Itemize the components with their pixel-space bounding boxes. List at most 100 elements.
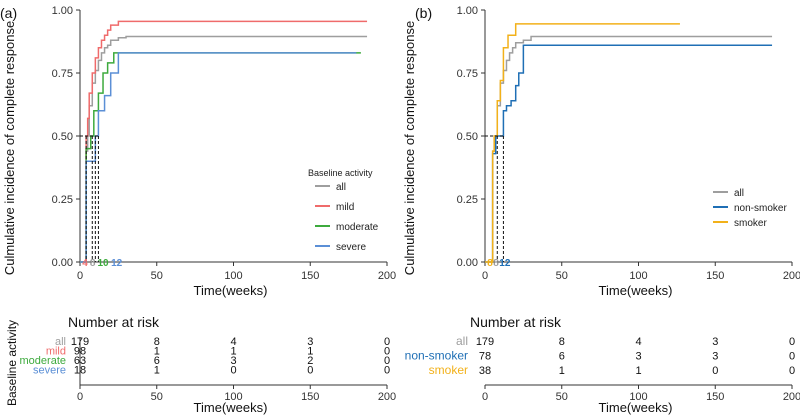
risk-count: 0 — [384, 365, 390, 377]
risk-count: 3 — [712, 336, 718, 348]
risk-count: 0 — [307, 365, 313, 377]
risk-count: 1 — [230, 346, 236, 358]
legend-label-severe: severe — [336, 242, 366, 253]
risk-count: 8 — [154, 336, 160, 348]
risk-x-tick-label: 50 — [151, 391, 163, 403]
risk-side-label: Baseline activity — [5, 320, 19, 406]
x-tick-label: 100 — [224, 270, 242, 282]
x-tick-label: 0 — [77, 270, 83, 282]
risk-x-tick-label: 200 — [783, 391, 800, 403]
y-tick-label: 0.00 — [457, 257, 478, 269]
y-tick-label: 0.50 — [52, 131, 73, 143]
risk-count: 3 — [307, 336, 313, 348]
median-label: 8 — [90, 258, 96, 269]
risk-row-label-all: all — [55, 336, 66, 348]
legend-title: Baseline activity — [308, 168, 373, 178]
risk-row-label-non-smoker: non-smoker — [405, 349, 468, 363]
risk-count: 4 — [635, 336, 641, 348]
legend-label-all: all — [336, 182, 346, 193]
risk-count: 1 — [559, 365, 565, 377]
risk-count: 0 — [384, 336, 390, 348]
risk-x-axis-title: Time(weeks) — [599, 400, 673, 415]
risk-count: 3 — [712, 351, 718, 363]
median-label: 4 — [82, 258, 88, 269]
risk-row-label-all: all — [456, 334, 468, 348]
risk-count: 0 — [712, 365, 718, 377]
risk-count: 0 — [789, 365, 795, 377]
risk-row-label-moderate: moderate — [20, 355, 66, 367]
y-tick-label: 1.00 — [52, 5, 73, 17]
risk-count: 0 — [384, 355, 390, 367]
risk-count: 179 — [476, 336, 494, 348]
legend-label-non-smoker: non-smoker — [734, 203, 787, 214]
risk-count: 38 — [479, 365, 491, 377]
series-line-non-smoker — [485, 44, 773, 263]
risk-x-tick-label: 50 — [556, 391, 568, 403]
risk-x-tick-label: 100 — [629, 391, 647, 403]
risk-count: 1 — [154, 346, 160, 358]
panel-label: (b) — [415, 5, 432, 21]
risk-count: 6 — [559, 351, 565, 363]
series-line-severe — [80, 52, 357, 263]
risk-x-tick-label: 150 — [706, 391, 724, 403]
risk-x-tick-label: 0 — [77, 391, 83, 403]
median-label: 12 — [499, 258, 511, 269]
risk-count: 8 — [559, 336, 565, 348]
panel-b: (b)0.000.250.500.751.000 50 100 150 200Time(… — [402, 5, 800, 415]
risk-count: 6 — [154, 355, 160, 367]
y-axis-title: Culmulative incidence of complete respon… — [402, 21, 417, 275]
series-line-smoker — [485, 23, 680, 263]
risk-table-title: Number at risk — [68, 314, 160, 330]
panel-label: (a) — [0, 5, 17, 21]
y-tick-label: 0.25 — [52, 194, 73, 206]
x-tick-label: 100 — [629, 270, 647, 282]
legend-label-smoker: smoker — [734, 218, 767, 229]
x-tick-label: 50 — [556, 270, 568, 282]
y-tick-label: 0.00 — [52, 257, 73, 269]
risk-x-tick-label: 150 — [301, 391, 319, 403]
y-tick-label: 1.00 — [457, 5, 478, 17]
risk-count: 1 — [307, 346, 313, 358]
median-label: 8 — [493, 258, 499, 269]
y-tick-label: 0.50 — [457, 131, 478, 143]
series-line-all — [80, 35, 368, 263]
risk-row-label-mild: mild — [46, 346, 66, 358]
risk-count: 4 — [230, 336, 236, 348]
risk-count: 1 — [154, 365, 160, 377]
risk-count: 0 — [230, 365, 236, 377]
series-line-moderate — [80, 52, 361, 263]
risk-count: 78 — [479, 351, 491, 363]
risk-count: 0 — [789, 351, 795, 363]
x-tick-label: 0 — [482, 270, 488, 282]
y-axis-title: Culmulative incidence of complete respon… — [2, 21, 17, 275]
risk-count: 1 — [635, 365, 641, 377]
series-line-all — [485, 35, 773, 263]
risk-x-tick-label: 0 — [482, 391, 488, 403]
x-tick-label: 150 — [706, 270, 724, 282]
x-tick-label: 50 — [151, 270, 163, 282]
series-line-mild — [80, 20, 368, 263]
risk-count: 3 — [230, 355, 236, 367]
risk-count: 2 — [307, 355, 313, 367]
median-label: 10 — [98, 258, 110, 269]
y-tick-label: 0.75 — [457, 68, 478, 80]
risk-x-axis-title: Time(weeks) — [194, 400, 268, 415]
risk-count: 0 — [384, 346, 390, 358]
median-label: 8 — [487, 258, 493, 269]
median-label: 12 — [111, 258, 123, 269]
x-tick-label: 150 — [301, 270, 319, 282]
x-axis-title: Time(weeks) — [599, 283, 673, 298]
risk-x-tick-label: 100 — [224, 391, 242, 403]
panel-a: (a)0.000.250.500.751.000 50 100 150 200Time(… — [0, 5, 396, 415]
legend-label-mild: mild — [336, 202, 354, 213]
risk-count: 3 — [635, 351, 641, 363]
risk-row-label-severe: severe — [33, 365, 66, 377]
x-tick-label: 200 — [378, 270, 396, 282]
y-tick-label: 0.25 — [457, 194, 478, 206]
y-tick-label: 0.75 — [52, 68, 73, 80]
risk-row-label-smoker: smoker — [429, 363, 468, 377]
legend-label-all: all — [734, 188, 744, 199]
x-tick-label: 200 — [783, 270, 800, 282]
x-axis-title: Time(weeks) — [194, 283, 268, 298]
